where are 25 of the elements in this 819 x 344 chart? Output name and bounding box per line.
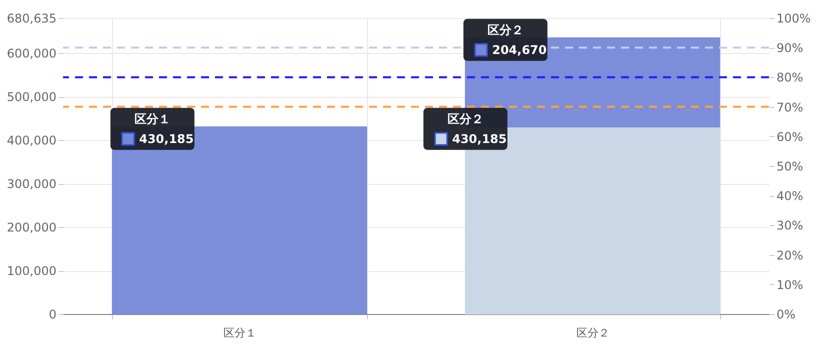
y2-tick-label: 30% xyxy=(776,218,804,233)
category-label: 区分１ xyxy=(134,112,170,126)
data-label: 430,185 xyxy=(139,132,194,146)
y-tick-label: 500,000 xyxy=(6,90,56,104)
y-tick-label: 300,000 xyxy=(6,177,56,192)
y-tick-label: 400,000 xyxy=(6,134,56,148)
y2-tick-label: 20% xyxy=(776,248,804,262)
y2-tick-label: 10% xyxy=(776,278,804,292)
y2-tick-label: 70% xyxy=(776,100,804,114)
y2-tick-label: 50% xyxy=(776,160,804,174)
y2-tick-label: 90% xyxy=(776,41,804,56)
y-tick-label: 0 xyxy=(48,308,56,322)
y2-tick-label: 100% xyxy=(776,12,811,26)
data-label: 204,670 xyxy=(492,42,547,57)
category-label: 区分２ xyxy=(487,22,524,37)
y2-tick-label: 80% xyxy=(776,70,804,85)
data-label: 430,185 xyxy=(452,132,507,146)
y-tick-label: 600,000 xyxy=(6,46,56,61)
y-tick-label: 200,000 xyxy=(6,220,56,235)
y2-tick-label: 40% xyxy=(776,189,804,204)
y-tick-label: 100,000 xyxy=(6,264,56,278)
y-tick-label: 680,635 xyxy=(6,12,56,26)
y2-tick-label: 60% xyxy=(776,130,804,144)
y2-tick-label: 0% xyxy=(776,308,796,322)
category-label: 区分２ xyxy=(447,112,484,126)
